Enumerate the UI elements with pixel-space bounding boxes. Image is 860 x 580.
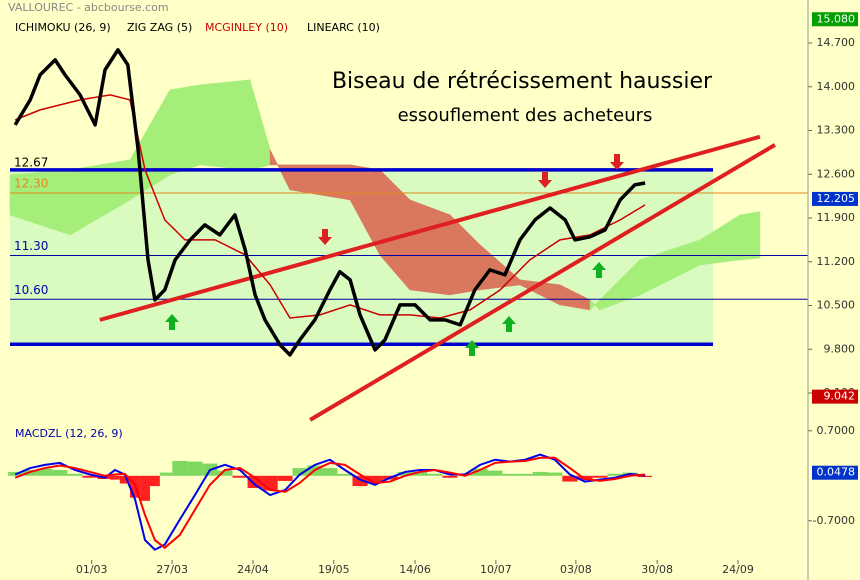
up-arrow bbox=[165, 314, 179, 330]
macd-histogram-bar bbox=[502, 473, 518, 476]
y-tick-label: 10.500 bbox=[817, 299, 856, 312]
x-tick-label: 24/09 bbox=[722, 563, 754, 576]
x-tick-label: 01/03 bbox=[76, 563, 108, 576]
macd-histogram-bar bbox=[67, 473, 83, 476]
macd-histogram-bar bbox=[82, 475, 98, 478]
x-tick-label: 10/07 bbox=[480, 563, 512, 576]
macd-title: MACDZL (12, 26, 9) bbox=[15, 427, 123, 440]
macd-histogram-bar bbox=[592, 475, 608, 478]
price-tag-label: 12.205 bbox=[817, 192, 856, 205]
price-tag-label: 15.080 bbox=[817, 12, 856, 25]
y-tick-label: 11.200 bbox=[817, 255, 856, 268]
legend-entry: LINEARC (10) bbox=[307, 21, 380, 34]
legend-entry: ICHIMOKU (26, 9) bbox=[15, 21, 111, 34]
range-label: 12.67 bbox=[14, 155, 48, 169]
y-tick-label: 12.600 bbox=[817, 167, 856, 180]
macd-histogram-bar bbox=[109, 475, 120, 480]
down-arrow bbox=[538, 172, 552, 188]
x-tick-label: 24/04 bbox=[237, 563, 269, 576]
macd-line bbox=[14, 453, 646, 551]
macd-histogram-bar bbox=[217, 470, 233, 476]
macd-histogram-bar bbox=[607, 473, 623, 476]
y-tick-label: -0.7000 bbox=[813, 514, 855, 527]
zigzag-line bbox=[13, 48, 646, 357]
macd-histogram-bar bbox=[547, 472, 563, 476]
macd-histogram-bar bbox=[292, 468, 308, 476]
macd-histogram-bar bbox=[517, 473, 533, 476]
macd-histogram-bar bbox=[277, 475, 293, 481]
price-tag bbox=[812, 191, 858, 206]
macd-histogram-bar bbox=[262, 475, 278, 491]
chart-title: Biseau de rétrécissement haussier bbox=[332, 69, 713, 94]
up-arrow bbox=[592, 262, 606, 278]
macd-histogram-bar bbox=[247, 475, 263, 488]
legend-entry: ZIG ZAG (5) bbox=[127, 21, 192, 34]
macd-histogram-bar bbox=[232, 475, 248, 478]
macd-histogram-bar bbox=[532, 471, 548, 476]
y-tick-label: 14.700 bbox=[817, 36, 856, 49]
y-tick-label: 11.900 bbox=[817, 211, 856, 224]
macd-histogram-bar bbox=[367, 475, 383, 484]
macd-line bbox=[14, 456, 646, 550]
trend-line bbox=[309, 143, 776, 422]
trend-line bbox=[99, 134, 761, 322]
y-tick-label: 9.800 bbox=[824, 342, 856, 355]
macd-histogram-bar bbox=[337, 473, 353, 476]
macd-histogram-bar bbox=[412, 471, 428, 476]
macd-histogram-bar bbox=[352, 475, 368, 487]
macd-histogram-bar bbox=[119, 475, 130, 484]
price-tag-label: 0.0478 bbox=[817, 466, 856, 479]
macd-histogram-bar bbox=[322, 468, 338, 476]
macd-histogram-bar bbox=[37, 468, 53, 476]
front-layer: 12.30 11.30 10.60 12.67 ICHIMOKU (26, 9) ZIG … bbox=[13, 12, 858, 576]
macd-histogram-bar bbox=[472, 468, 488, 476]
x-tick-label: 19/05 bbox=[318, 563, 350, 576]
down-arrow bbox=[318, 229, 332, 245]
ichimoku-cloud bbox=[739, 211, 761, 261]
source: VALLOUREC - abcbourse.com bbox=[8, 1, 169, 14]
macd-histogram-bar bbox=[140, 475, 150, 501]
x-tick-label: 30/08 bbox=[641, 563, 673, 576]
x-tick-label: 03/08 bbox=[560, 563, 592, 576]
level-label: 12.30 bbox=[14, 177, 48, 191]
x-tick-label: 27/03 bbox=[156, 563, 188, 576]
macd-histogram-bar bbox=[187, 461, 203, 476]
y-tick-label: 0.7000 bbox=[817, 424, 856, 437]
y-tick-label: 14.000 bbox=[817, 80, 856, 93]
macd-histogram-bar bbox=[562, 475, 578, 482]
macd-histogram-bar bbox=[442, 475, 458, 478]
y-tick-label: 13.300 bbox=[817, 124, 856, 137]
ichimoku-cloud bbox=[169, 84, 201, 176]
down-arrow bbox=[610, 154, 624, 170]
level-label: 11.30 bbox=[14, 239, 48, 253]
legend-entry: MCGINLEY (10) bbox=[205, 21, 288, 34]
price-tag bbox=[812, 12, 858, 27]
macd-histogram-bar bbox=[149, 475, 160, 487]
up-arrow bbox=[465, 340, 479, 356]
back-layer bbox=[9, 79, 761, 345]
arrows bbox=[165, 154, 624, 356]
macd-histogram-bar bbox=[487, 470, 503, 476]
macd-histogram-bar bbox=[577, 475, 593, 480]
mcginley-line bbox=[14, 94, 646, 319]
up-arrow bbox=[502, 316, 516, 332]
level-label: 10.60 bbox=[14, 283, 48, 297]
macd-histogram-bar bbox=[52, 470, 68, 476]
chart-subtitle: essouflement des acheteurs bbox=[398, 105, 653, 126]
price-tag bbox=[812, 465, 858, 480]
macd-histogram-bar bbox=[159, 472, 173, 476]
ichimoku-cloud bbox=[199, 79, 251, 171]
macd-histogram-bar bbox=[397, 471, 413, 476]
macd-histogram-bar bbox=[172, 461, 188, 476]
price-tag-label: 9.042 bbox=[824, 390, 856, 403]
macd-histogram-bar bbox=[427, 473, 443, 476]
price-tag bbox=[812, 389, 858, 404]
ichimoku-cloud bbox=[409, 199, 451, 296]
x-tick-label: 14/06 bbox=[399, 563, 431, 576]
